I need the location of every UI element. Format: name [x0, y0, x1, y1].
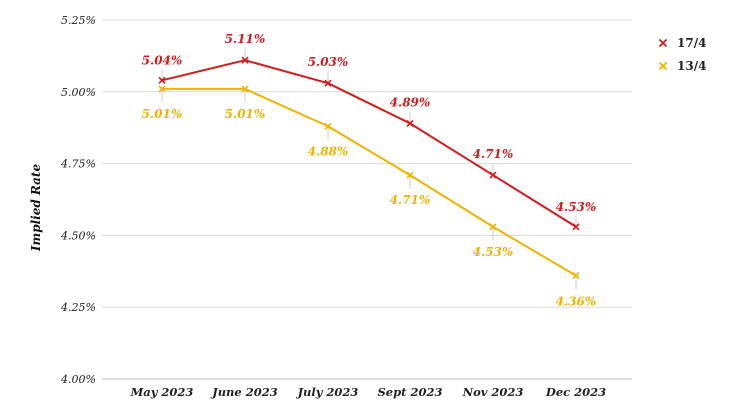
y-tick-label: 5.00% — [61, 86, 96, 99]
data-point-marker — [158, 85, 166, 93]
legend: 17/4 13/4 — [658, 36, 706, 73]
legend-label: 17/4 — [677, 36, 706, 50]
data-point-marker — [572, 272, 580, 280]
series-13-4: 5.01% 5.01% 4.88% 4.71% 4.53% 4.36% — [142, 85, 597, 309]
gridlines — [102, 19, 632, 380]
data-label: 5.03% — [308, 55, 349, 69]
data-label: 4.71% — [390, 193, 431, 207]
data-label: 5.11% — [225, 32, 266, 46]
data-point-marker — [241, 85, 249, 93]
data-label: 5.04% — [142, 53, 183, 67]
legend-marker — [658, 38, 668, 48]
data-label: 4.36% — [556, 295, 597, 309]
x-tick-label: July 2023 — [296, 385, 359, 399]
data-point-marker — [406, 119, 414, 127]
data-label: 4.53% — [473, 245, 514, 259]
series-17-4: 5.04% 5.11% 5.03% 4.89% 4.71% 4.53% — [142, 32, 597, 231]
x-axis-ticks: May 2023 June 2023 July 2023 Sept 2023 Nov 2… — [130, 385, 607, 399]
x-tick-label: June 2023 — [210, 385, 278, 399]
x-tick-label: Nov 2023 — [462, 385, 524, 399]
data-point-marker — [324, 79, 332, 87]
data-point-marker — [406, 171, 414, 179]
data-label: 5.01% — [142, 107, 183, 121]
y-tick-label: 4.00% — [60, 373, 96, 386]
series-line — [162, 87, 577, 277]
data-point-marker — [572, 223, 580, 231]
data-point-marker — [324, 122, 332, 130]
legend-marker — [658, 61, 668, 71]
y-axis-label: Implied Rate — [29, 164, 43, 253]
data-label: 5.01% — [225, 107, 266, 121]
y-tick-label: 5.25% — [61, 14, 96, 27]
y-tick-label: 4.75% — [60, 158, 96, 171]
data-point-marker — [158, 76, 166, 84]
series-line — [161, 59, 577, 228]
y-tick-label: 4.25% — [60, 301, 96, 314]
y-axis-ticks: 4.00% 4.25% 4.50% 4.75% 5.00% 5.25% — [60, 14, 96, 386]
series-group: 5.04%5.11%5.03%4.89%4.71%4.53%5.01% 5.01%… — [142, 32, 597, 308]
x-tick-label: Dec 2023 — [545, 385, 606, 399]
data-point-marker — [489, 171, 497, 179]
data-label: 4.89% — [390, 95, 431, 109]
y-tick-label: 4.50% — [60, 229, 96, 242]
data-label: 4.53% — [556, 200, 597, 214]
data-label: 4.88% — [308, 144, 349, 158]
data-label: 4.71% — [473, 147, 514, 161]
data-point-marker — [489, 223, 497, 231]
x-tick-label: Sept 2023 — [378, 385, 443, 399]
x-tick-label: May 2023 — [130, 385, 194, 399]
legend-label: 13/4 — [677, 59, 706, 73]
data-point-marker — [241, 56, 249, 64]
